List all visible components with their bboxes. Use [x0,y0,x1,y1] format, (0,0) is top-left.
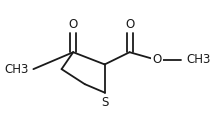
Text: CH3: CH3 [186,53,210,66]
Text: O: O [125,18,134,31]
Text: O: O [152,53,162,66]
Text: O: O [68,18,78,31]
Text: CH3: CH3 [4,63,28,76]
Text: S: S [101,96,108,109]
